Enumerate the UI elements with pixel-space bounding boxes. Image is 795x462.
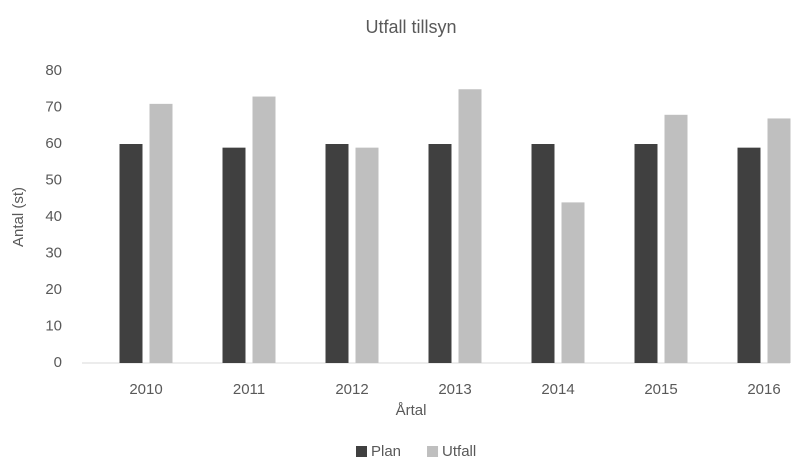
x-tick-label: 2014 xyxy=(541,381,574,398)
bar xyxy=(252,96,276,364)
y-tick-label: 80 xyxy=(45,62,62,79)
bar xyxy=(664,114,688,363)
bar xyxy=(355,147,379,363)
bar xyxy=(737,147,761,363)
y-tick-label: 0 xyxy=(54,354,62,371)
y-tick-label: 10 xyxy=(45,317,62,334)
y-tick-label: 20 xyxy=(45,281,62,298)
x-tick-label: 2011 xyxy=(233,381,265,398)
x-tick-label: 2016 xyxy=(747,381,780,398)
legend-swatch xyxy=(427,446,439,457)
y-tick-label: 50 xyxy=(45,171,62,188)
bar xyxy=(222,147,246,363)
x-tick-label: 2010 xyxy=(129,381,162,398)
x-tick-label: 2015 xyxy=(644,381,677,398)
bar xyxy=(119,144,143,363)
y-axis-label: Antal (st) xyxy=(10,187,27,247)
bar xyxy=(767,118,791,363)
x-tick-label: 2013 xyxy=(438,381,471,398)
bar xyxy=(149,103,173,363)
bar xyxy=(325,144,349,363)
y-tick-label: 60 xyxy=(45,135,62,152)
y-tick-label: 30 xyxy=(45,244,62,261)
bar xyxy=(561,202,585,363)
bar xyxy=(634,144,658,363)
bar xyxy=(428,144,452,363)
bar xyxy=(531,144,555,363)
legend-swatch xyxy=(356,446,367,457)
chart-title: Utfall tillsyn xyxy=(365,17,456,37)
x-tick-label: 2012 xyxy=(335,381,368,398)
y-tick-label: 40 xyxy=(45,208,62,225)
bar xyxy=(458,89,482,363)
legend-label: Plan xyxy=(371,443,401,460)
legend-label: Utfall xyxy=(442,443,476,460)
y-tick-label: 70 xyxy=(45,98,62,115)
x-axis-label: Årtal xyxy=(396,402,427,419)
